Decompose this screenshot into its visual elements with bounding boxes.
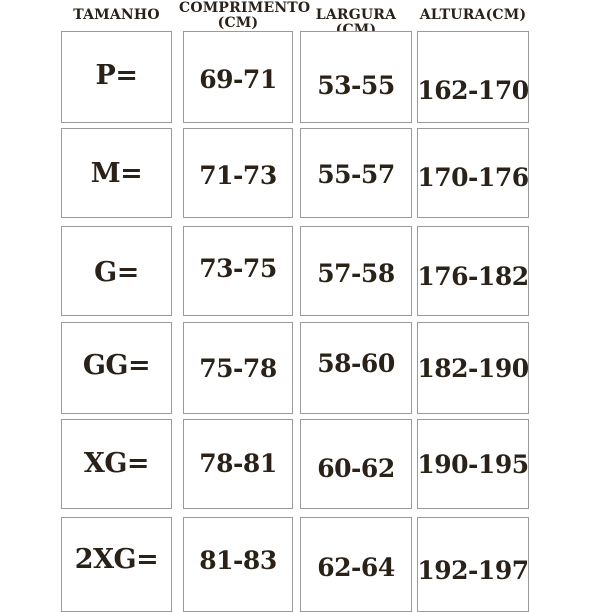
value-cell-altura: 176-182: [417, 226, 529, 316]
cell-text: 81-83: [199, 546, 277, 575]
size-cell: XG=: [61, 419, 172, 509]
cell-text: 57-58: [317, 258, 395, 288]
cell-text: 58-60: [317, 348, 395, 378]
value-cell-altura: 192-197: [417, 517, 529, 612]
column-header-comprimento: COMPRIMENTO (CM): [179, 0, 311, 31]
column-header-tamanho: TAMANHO: [73, 7, 160, 23]
cell-text: 69-71: [199, 64, 277, 94]
cell-text: 75-78: [199, 353, 277, 383]
cell-text: 176-182: [417, 261, 529, 291]
value-cell-largura: 60-62: [300, 419, 412, 509]
value-cell-altura: 170-176: [417, 128, 529, 218]
cell-text: XG=: [83, 447, 150, 479]
value-cell-comprimento: 81-83: [183, 517, 293, 612]
cell-text: 53-55: [317, 70, 395, 100]
value-cell-comprimento: 71-73: [183, 128, 293, 218]
value-cell-altura: 162-170: [417, 31, 529, 123]
column-header-altura: ALTURA(CM): [419, 7, 527, 23]
size-cell: GG=: [61, 322, 172, 414]
value-cell-comprimento: 69-71: [183, 31, 293, 123]
cell-text: P=: [95, 59, 138, 91]
cell-text: GG=: [82, 349, 151, 381]
cell-text: 62-64: [317, 553, 395, 582]
size-cell: M=: [61, 128, 172, 218]
value-cell-largura: 62-64: [300, 517, 412, 612]
cell-text: 192-197: [417, 556, 529, 585]
value-cell-altura: 190-195: [417, 419, 529, 509]
size-cell: G=: [61, 226, 172, 316]
value-cell-largura: 55-57: [300, 128, 412, 218]
cell-text: 190-195: [417, 449, 529, 479]
cell-text: 170-176: [417, 162, 529, 192]
value-cell-largura: 57-58: [300, 226, 412, 316]
cell-text: 162-170: [417, 75, 529, 105]
cell-text: 60-62: [317, 453, 395, 483]
cell-text: 2XG=: [74, 544, 159, 575]
cell-text: 78-81: [199, 448, 277, 478]
value-cell-comprimento: 75-78: [183, 322, 293, 414]
cell-text: 55-57: [317, 159, 395, 189]
size-cell: 2XG=: [61, 517, 172, 612]
cell-text: 182-190: [417, 353, 529, 383]
cell-text: 71-73: [199, 160, 277, 190]
value-cell-altura: 182-190: [417, 322, 529, 414]
size-cell: P=: [61, 31, 172, 123]
value-cell-comprimento: 78-81: [183, 419, 293, 509]
value-cell-largura: 58-60: [300, 322, 412, 414]
value-cell-largura: 53-55: [300, 31, 412, 123]
value-cell-comprimento: 73-75: [183, 226, 293, 316]
cell-text: G=: [94, 256, 139, 288]
cell-text: 73-75: [199, 253, 277, 283]
cell-text: M=: [90, 157, 143, 189]
